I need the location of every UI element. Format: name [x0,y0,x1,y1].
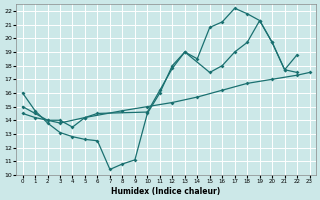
X-axis label: Humidex (Indice chaleur): Humidex (Indice chaleur) [111,187,221,196]
